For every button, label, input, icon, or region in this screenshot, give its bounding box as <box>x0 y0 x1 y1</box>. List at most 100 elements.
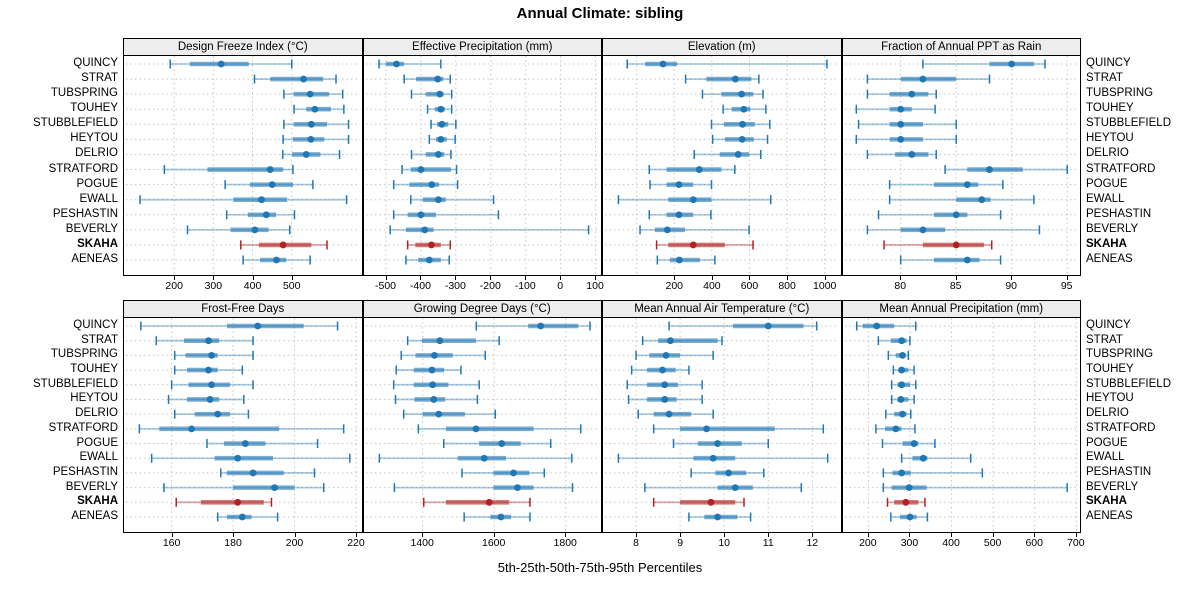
axis-tick-mark <box>867 533 869 537</box>
median-dot <box>738 90 745 98</box>
axis-tick-mark <box>565 533 567 537</box>
median-dot <box>740 105 748 113</box>
axis-tick-label: 600 <box>1025 537 1043 549</box>
site-label: POGUE <box>76 177 118 190</box>
axis-tick-mark <box>1066 276 1068 280</box>
axis-tick-label: 11 <box>762 537 774 549</box>
site-label: EWALL <box>79 192 118 205</box>
median-dot <box>910 440 918 447</box>
median-dot <box>907 90 915 98</box>
median-dot <box>952 241 960 249</box>
median-dot <box>234 498 242 506</box>
median-dot <box>1007 60 1015 68</box>
median-dot <box>659 60 667 68</box>
median-dot <box>675 256 683 264</box>
median-dot <box>420 226 428 234</box>
median-dot <box>731 75 739 83</box>
site-label: STUBBLEFIELD <box>1086 377 1171 390</box>
chart-title: Annual Climate: sibling <box>516 5 684 22</box>
median-dot <box>675 181 683 189</box>
axis-tick-mark <box>233 533 235 537</box>
axis-tick-label: -200 <box>479 280 501 292</box>
median-dot <box>731 484 739 492</box>
median-dot <box>897 469 905 477</box>
axis-tick-label: 90 <box>1005 280 1018 292</box>
site-label: STRATFORD <box>1086 421 1156 434</box>
site-label: SKAHA <box>1086 495 1127 508</box>
axis-tick-label: -100 <box>514 280 536 292</box>
panel-strip-title: Frost-Free Days <box>124 301 362 318</box>
site-label: BEVERLY <box>65 480 118 493</box>
site-label: POGUE <box>1086 177 1128 190</box>
site-label: STRAT <box>1086 72 1123 85</box>
panel-plot-area <box>364 56 602 276</box>
median-dot <box>963 256 971 264</box>
median-dot <box>897 366 905 374</box>
median-dot <box>497 513 504 521</box>
axis-tick-mark <box>171 533 173 537</box>
site-label: TOUHEY <box>70 102 118 115</box>
axis-tick-mark <box>711 276 713 280</box>
median-dot <box>709 454 717 462</box>
site-label: TUBSPRING <box>50 348 118 361</box>
median-dot <box>734 151 742 158</box>
median-dot <box>714 440 721 447</box>
panel-elevation: Elevation (m) <box>602 38 842 276</box>
axis-tick-mark <box>493 533 495 537</box>
panel-plot-area <box>364 318 602 533</box>
axis-tick-label: 1400 <box>410 537 434 549</box>
median-dot <box>896 120 904 128</box>
axis-tick-mark <box>636 533 638 537</box>
site-label: AENEAS <box>71 253 118 265</box>
axis-tick-label: 12 <box>806 537 819 549</box>
axis-tick-label: 700 <box>1067 537 1085 549</box>
panel-plot-area <box>603 318 841 533</box>
median-dot <box>714 513 721 521</box>
median-dot <box>188 425 195 433</box>
percentile-plot-svg <box>844 56 1078 276</box>
axis-tick-label: 200 <box>665 280 684 292</box>
median-dot <box>434 196 442 204</box>
panel-strip-title: Effective Precipitation (mm) <box>363 39 601 56</box>
panel-frost-free-days: Frost-Free Days <box>123 300 363 533</box>
median-dot <box>739 120 746 128</box>
axis-tick-mark <box>749 276 751 280</box>
panel-mean-annual-air-temperature: Mean Annual Air Temperature (°C) <box>602 300 842 533</box>
panel-strip-title: Mean Annual Precipitation (mm) <box>842 301 1080 318</box>
median-dot <box>707 498 715 506</box>
median-dot <box>434 151 442 158</box>
axis-tick-mark <box>525 276 527 280</box>
axis-tick-mark <box>909 533 911 537</box>
axis-tick-label: 80 <box>894 280 907 292</box>
axis-tick-mark <box>824 276 826 280</box>
panel-strip-title: Design Freeze Index (°C) <box>124 39 362 56</box>
axis-tick-label: 400 <box>243 280 262 292</box>
median-dot <box>311 105 319 113</box>
median-dot <box>906 513 913 521</box>
axis-tick-label: 500 <box>282 280 301 292</box>
median-dot <box>896 135 904 143</box>
axis-tick-mark <box>951 533 953 537</box>
median-dot <box>919 226 926 234</box>
site-label: STRAT <box>81 72 118 85</box>
panel-plot-area <box>603 56 841 276</box>
median-dot <box>905 484 913 492</box>
site-label: HEYTOU <box>1086 132 1134 145</box>
median-dot <box>536 322 544 330</box>
axis-tick-mark <box>174 276 176 280</box>
site-label: STRATFORD <box>1086 162 1156 175</box>
axis-tick-label: -400 <box>409 280 431 292</box>
axis-tick-label: 0 <box>557 280 564 292</box>
median-dot <box>238 513 246 521</box>
site-label: HEYTOU <box>70 132 118 145</box>
median-dot <box>427 181 435 189</box>
median-dot <box>963 181 971 189</box>
site-label: BEVERLY <box>65 222 118 235</box>
median-dot <box>427 241 435 249</box>
site-label: EWALL <box>1086 192 1125 205</box>
site-label: SKAHA <box>1086 237 1127 250</box>
panel-fraction-ppt-rain: Fraction of Annual PPT as Rain <box>841 38 1081 276</box>
median-dot <box>480 454 488 462</box>
axis-tick-label: 220 <box>347 537 365 549</box>
axis-tick-label: 1600 <box>482 537 506 549</box>
